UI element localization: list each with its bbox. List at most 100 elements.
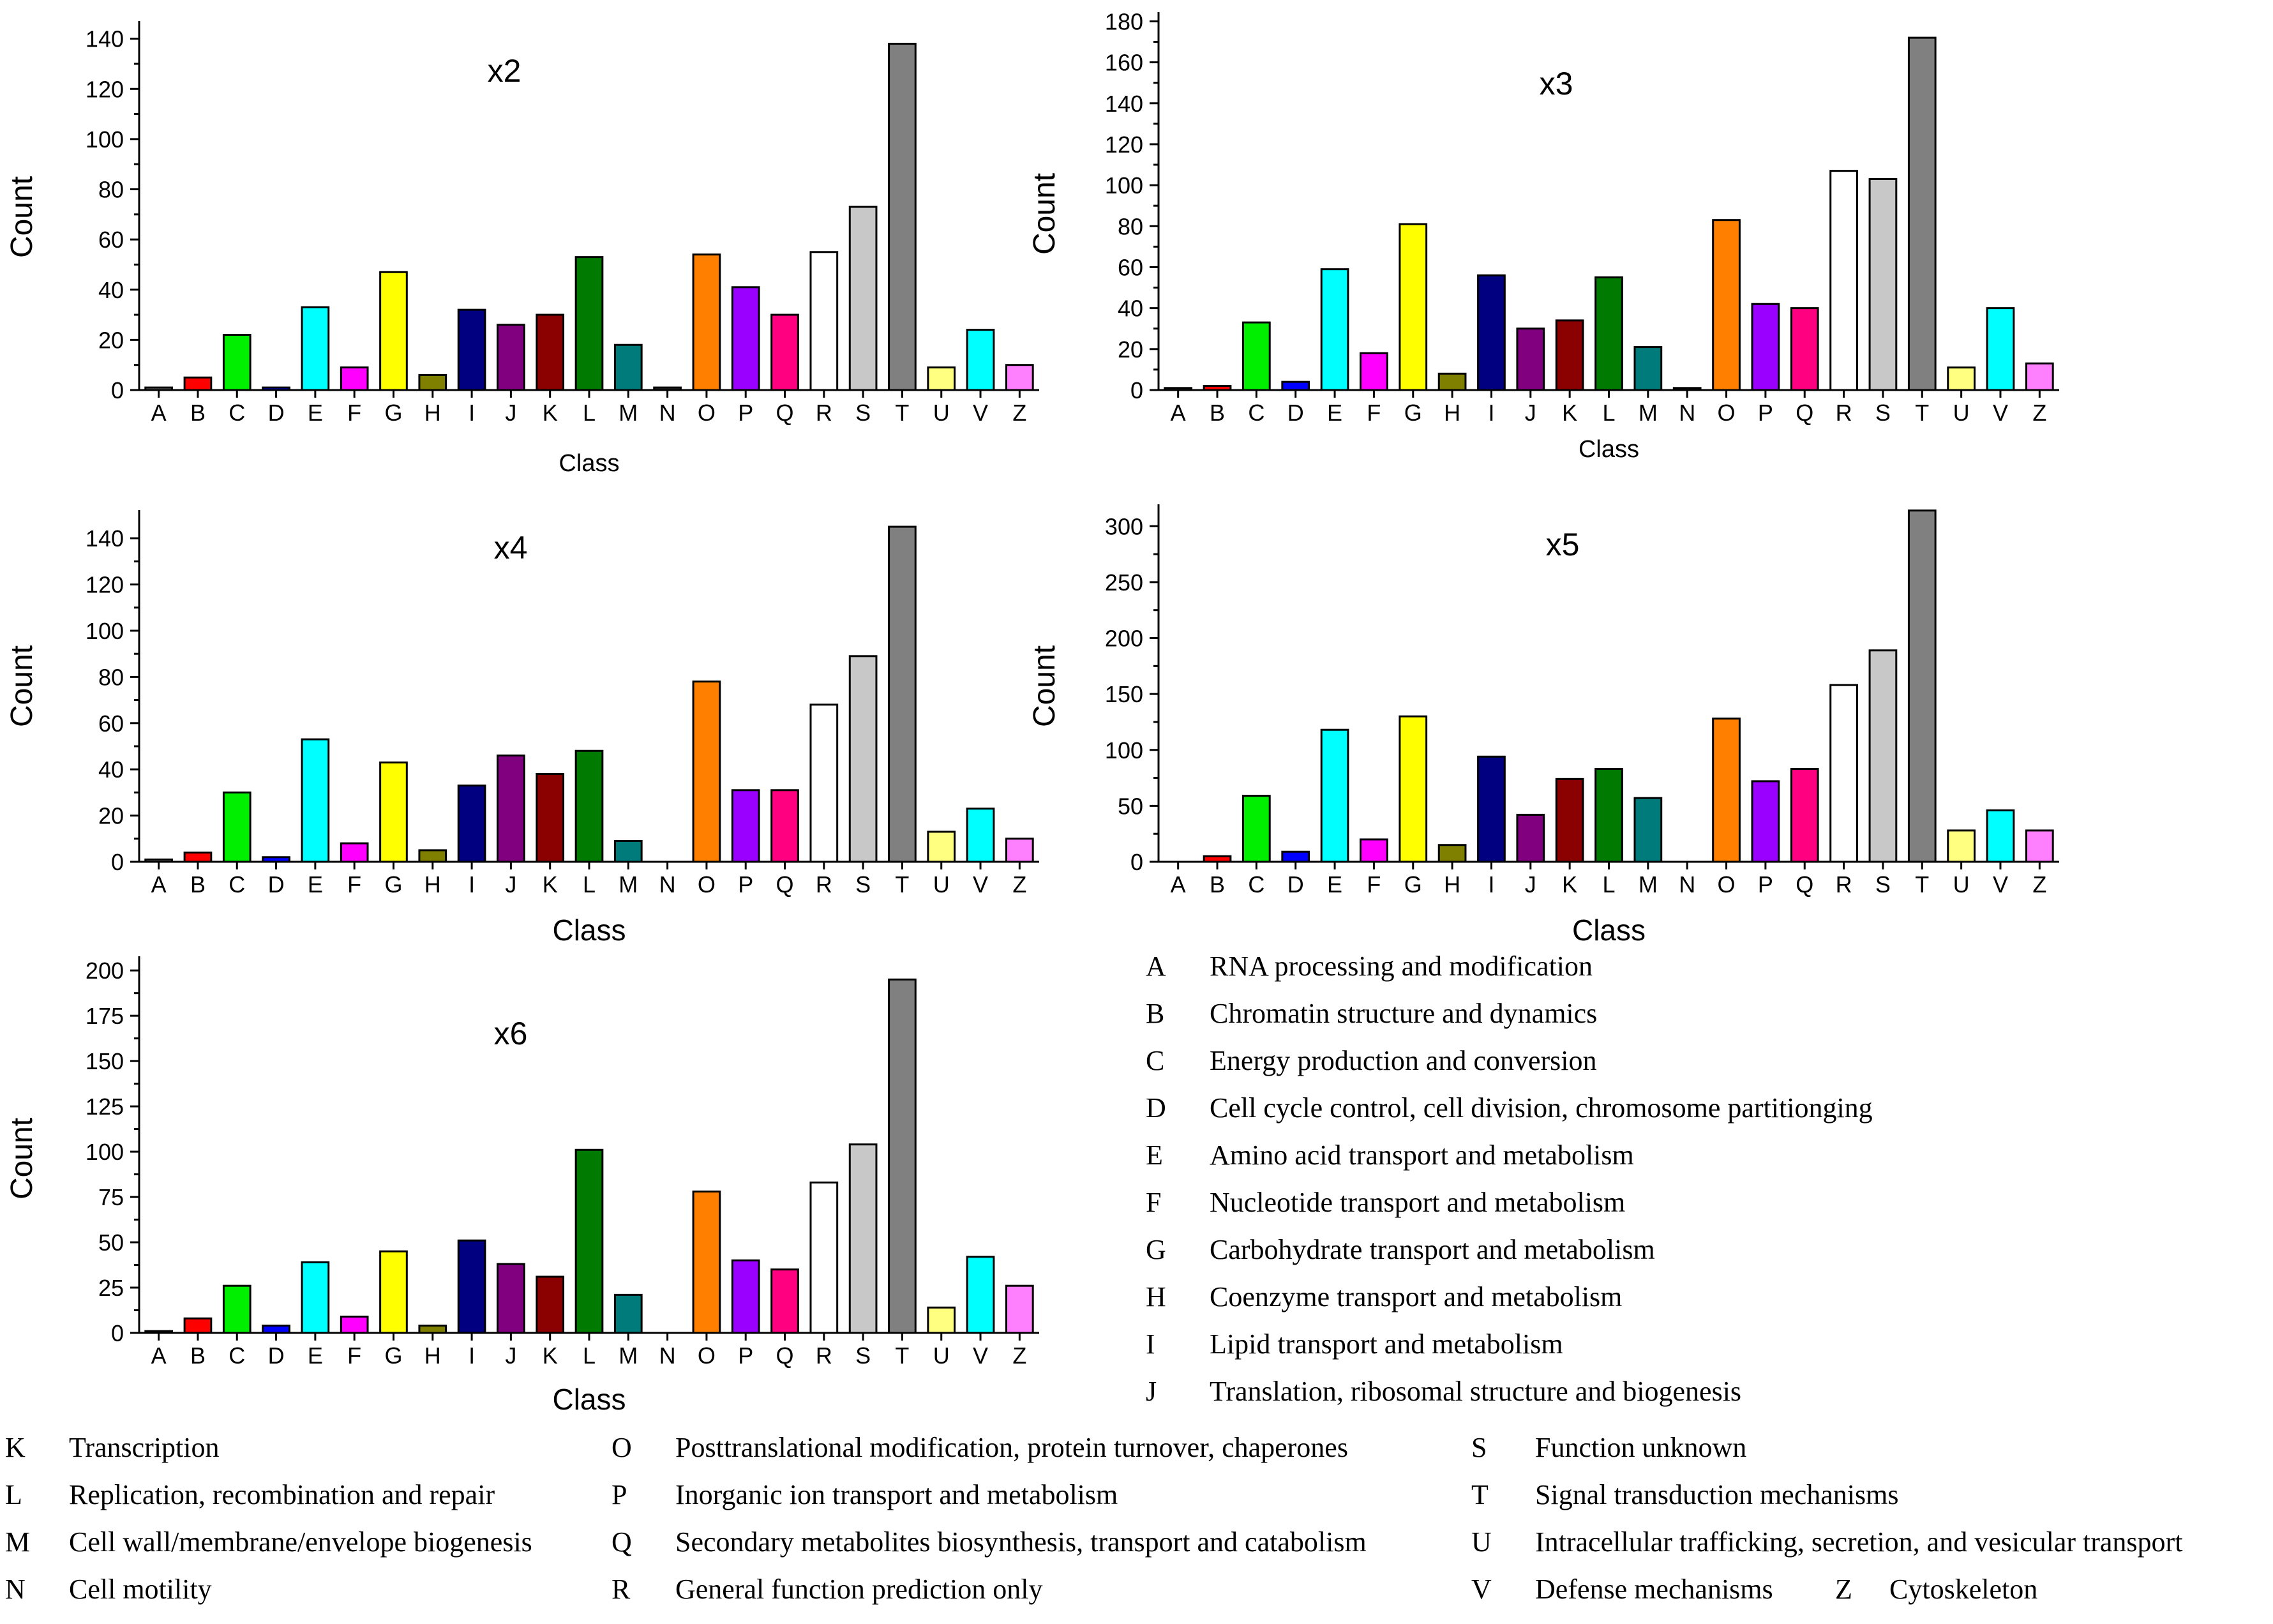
x-tick-label: Z (2032, 400, 2046, 426)
chart-title: x5 (1546, 527, 1580, 562)
chart-title: x6 (494, 1016, 528, 1051)
bar-M (1633, 797, 1663, 863)
x-axis-label: Class (559, 450, 619, 477)
x-axis-label: Class (1572, 914, 1646, 947)
x-tick-label: T (895, 1342, 909, 1369)
x-tick-label: D (268, 400, 285, 426)
x-tick-label: S (855, 871, 871, 898)
bar-K (536, 1275, 565, 1334)
legend-code: J (1146, 1376, 1157, 1407)
y-tick-label: 100 (1105, 737, 1143, 763)
x-tick-label: O (698, 871, 716, 898)
x-tick-label: N (1679, 400, 1695, 426)
bar-I (1477, 755, 1506, 863)
x-tick-label: D (1287, 871, 1304, 898)
bar-U (927, 831, 956, 863)
y-tick-label: 50 (1118, 793, 1143, 819)
chart-title: x2 (488, 53, 521, 89)
bar-R (809, 251, 839, 391)
y-tick-label: 125 (86, 1094, 124, 1120)
y-tick-label: 0 (111, 1320, 124, 1346)
x-tick-label: V (973, 400, 988, 426)
bar-F (1360, 352, 1388, 391)
x-tick-label: B (190, 400, 206, 426)
bar-N (1672, 387, 1702, 391)
x-tick-label: S (1875, 871, 1891, 898)
bar-E (1320, 268, 1349, 391)
x-tick-label: L (1602, 871, 1615, 898)
legend-code: V (1471, 1574, 1492, 1605)
y-tick-label: 150 (86, 1048, 124, 1074)
bar-U (927, 1306, 956, 1334)
legend-description: Chromatin structure and dynamics (1210, 998, 1598, 1029)
bar-D (1281, 380, 1310, 391)
x-tick-label: M (1639, 400, 1658, 426)
bar-N (653, 386, 682, 391)
legend-code: F (1146, 1187, 1162, 1218)
x-tick-label: H (424, 400, 441, 426)
x-tick-label: B (1210, 871, 1225, 898)
bar-C (1242, 321, 1271, 391)
y-tick-label: 20 (1118, 336, 1143, 363)
bar-M (613, 839, 643, 863)
bar-I (457, 308, 486, 391)
bar-U (1947, 829, 1976, 863)
legend-item-P: P Inorganic ion transport and metabolism (611, 1478, 1118, 1511)
bar-A (144, 1330, 173, 1334)
legend-item-S: S Function unknown (1471, 1431, 1746, 1464)
x-tick-label: Q (776, 871, 794, 898)
legend-item-I: I Lipid transport and metabolism (1146, 1328, 1563, 1360)
x-tick-label: K (543, 1342, 558, 1369)
y-tick-label: 100 (1105, 172, 1143, 199)
legend-code: B (1146, 998, 1165, 1029)
y-tick-label: 300 (1105, 513, 1143, 539)
bar-F (340, 1315, 369, 1334)
bar-B (183, 1317, 213, 1334)
bar-M (613, 343, 643, 391)
chart-x6: 0 25 50 75 100 125 150 175 200 A B C D E F G H I J K L M N O P Q R… (5, 956, 1039, 1416)
x-tick-label: K (543, 871, 558, 898)
x-tick-label: G (384, 871, 402, 898)
y-tick-label: 60 (98, 710, 124, 737)
bar-M (1633, 346, 1663, 391)
x-tick-label: Q (1796, 400, 1813, 426)
legend-item-M: M Cell wall/membrane/envelope biogenesis (5, 1526, 532, 1558)
x-tick-label: Z (1012, 1342, 1026, 1369)
bar-J (1516, 813, 1545, 863)
bar-H (418, 849, 447, 863)
bar-O (1712, 718, 1741, 863)
bar-J (497, 1263, 525, 1334)
legend-description: Signal transduction mechanisms (1535, 1479, 1899, 1510)
legend-description: Cell wall/membrane/envelope biogenesis (69, 1526, 532, 1558)
x-tick-label: H (424, 871, 441, 898)
bar-B (1203, 385, 1232, 391)
bar-J (1516, 327, 1545, 391)
bar-Z (2025, 829, 2054, 863)
legend-description: Function unknown (1535, 1432, 1747, 1463)
x-tick-label: E (1327, 871, 1342, 898)
y-tick-label: 120 (86, 76, 124, 102)
bar-K (536, 772, 565, 863)
x-tick-label: B (190, 1342, 206, 1369)
y-tick-label: 80 (98, 664, 124, 690)
bar-M (613, 1293, 643, 1334)
bar-G (1399, 715, 1428, 863)
x-tick-label: U (1953, 400, 1970, 426)
x-tick-label: R (816, 871, 832, 898)
x-tick-label: P (738, 871, 753, 898)
x-tick-label: T (1915, 871, 1929, 898)
legend-code: S (1471, 1432, 1487, 1463)
bar-J (497, 754, 525, 863)
x-tick-label: N (1679, 871, 1695, 898)
bar-B (1203, 855, 1232, 863)
bar-S (1868, 649, 1898, 863)
legend-description: Nucleotide transport and metabolism (1210, 1187, 1626, 1218)
y-tick-label: 100 (86, 126, 124, 153)
x-tick-label: V (1993, 871, 2008, 898)
x-tick-label: G (384, 1342, 402, 1369)
bar-I (1477, 274, 1506, 391)
y-tick-label: 25 (98, 1275, 124, 1301)
x-axis-label: Class (1579, 436, 1639, 463)
bar-V (966, 808, 995, 863)
x-tick-label: F (347, 1342, 361, 1369)
